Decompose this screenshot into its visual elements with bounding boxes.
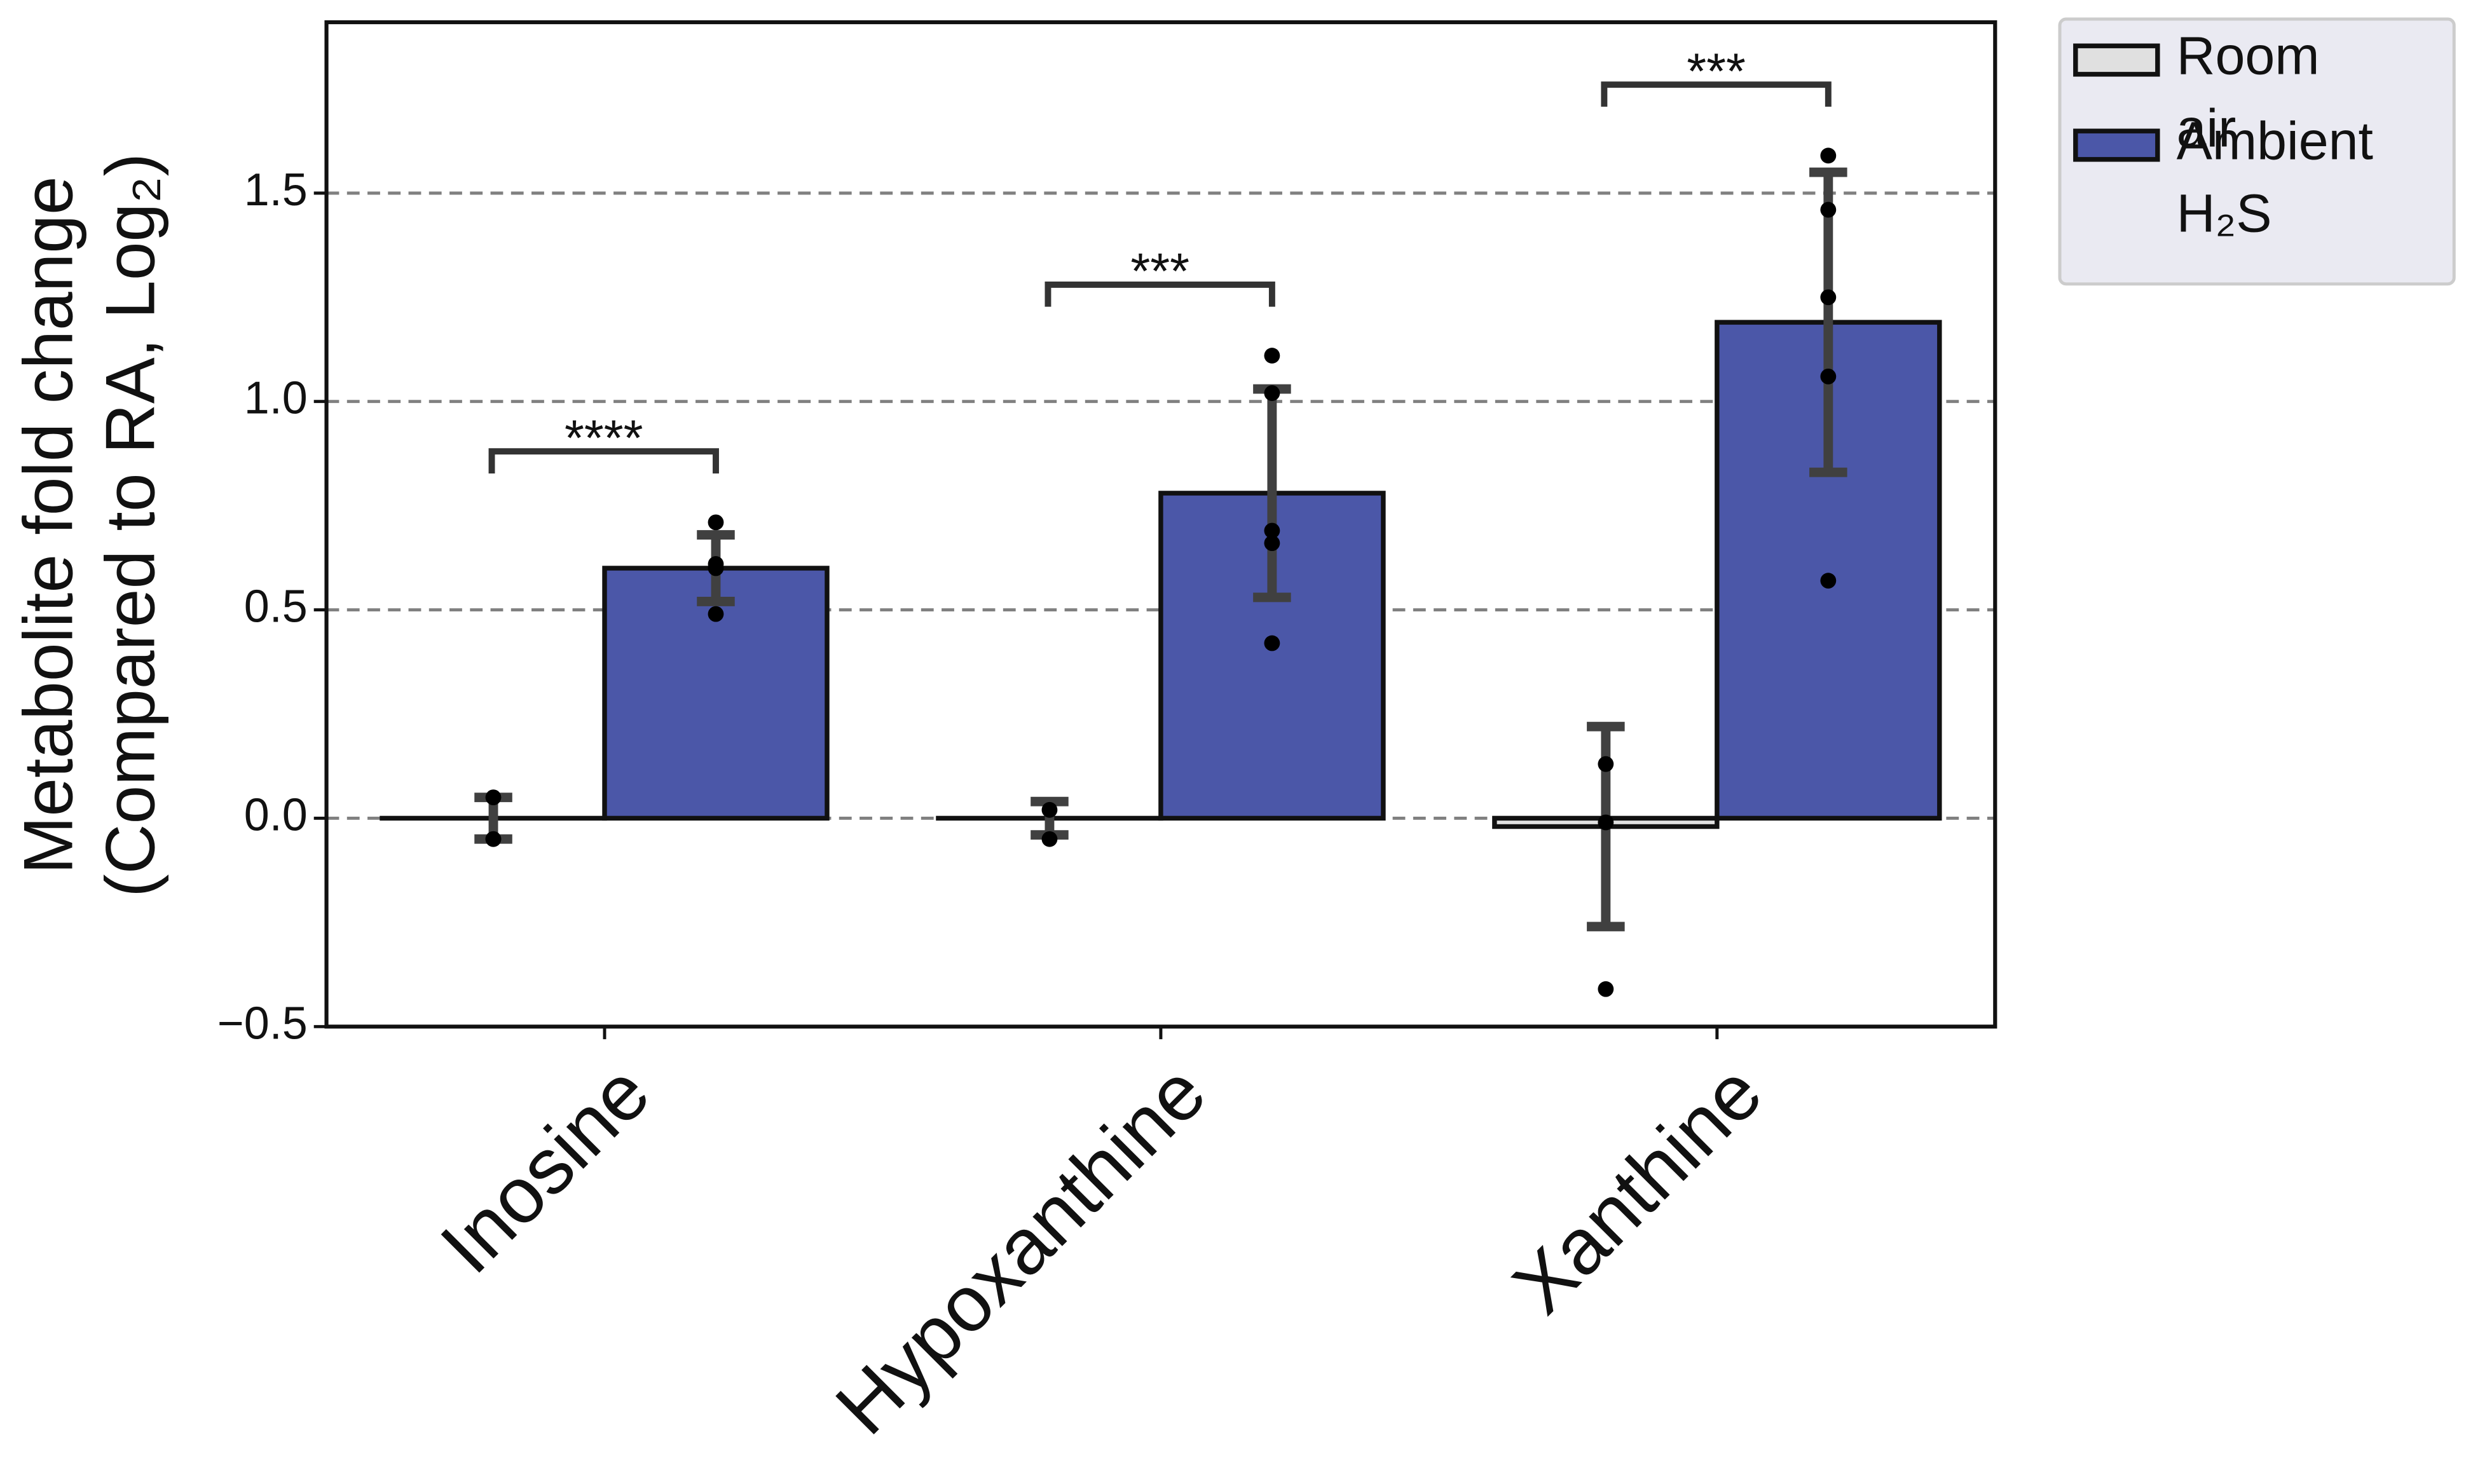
legend-swatch xyxy=(2073,43,2160,77)
y-tick-label: 1.5 xyxy=(244,165,308,215)
data-point xyxy=(1820,147,1837,164)
y-tick-label: 0.0 xyxy=(244,789,308,840)
data-point xyxy=(1264,348,1280,364)
significance-label: *** xyxy=(1687,43,1746,99)
data-point xyxy=(1041,831,1058,847)
legend-box xyxy=(2058,17,2456,286)
data-point xyxy=(1264,522,1280,539)
legend-label: Ambient H₂S xyxy=(2177,111,2373,243)
data-point xyxy=(708,560,724,576)
significance-bracket xyxy=(488,448,719,473)
data-point xyxy=(708,606,724,622)
data-point xyxy=(1820,573,1837,589)
data-point xyxy=(1820,368,1837,385)
data-point xyxy=(708,514,724,531)
y-tick-label: 0.5 xyxy=(244,582,308,632)
data-point xyxy=(1041,801,1058,818)
y-axis-label: Metabolite fold change (Compared to RA, L… xyxy=(10,153,169,897)
legend-label: Room air xyxy=(2177,26,2320,158)
significance-label: *** xyxy=(1130,243,1189,299)
data-point xyxy=(1264,385,1280,401)
data-point xyxy=(1598,814,1614,831)
data-point xyxy=(485,789,502,806)
data-point xyxy=(1598,756,1614,772)
legend-swatch xyxy=(2073,128,2160,162)
significance-label: **** xyxy=(565,409,643,466)
significance-bracket xyxy=(1045,281,1275,307)
data-point xyxy=(485,831,502,847)
y-tick-label: −0.5 xyxy=(217,998,308,1049)
data-point xyxy=(1264,535,1280,552)
significance-bracket xyxy=(1601,81,1832,107)
data-point xyxy=(1820,289,1837,306)
data-point xyxy=(1264,635,1280,651)
y-tick-label: 1.0 xyxy=(244,373,308,424)
data-point xyxy=(1820,201,1837,218)
data-point xyxy=(1598,981,1614,997)
plot-frame xyxy=(324,20,1997,1029)
